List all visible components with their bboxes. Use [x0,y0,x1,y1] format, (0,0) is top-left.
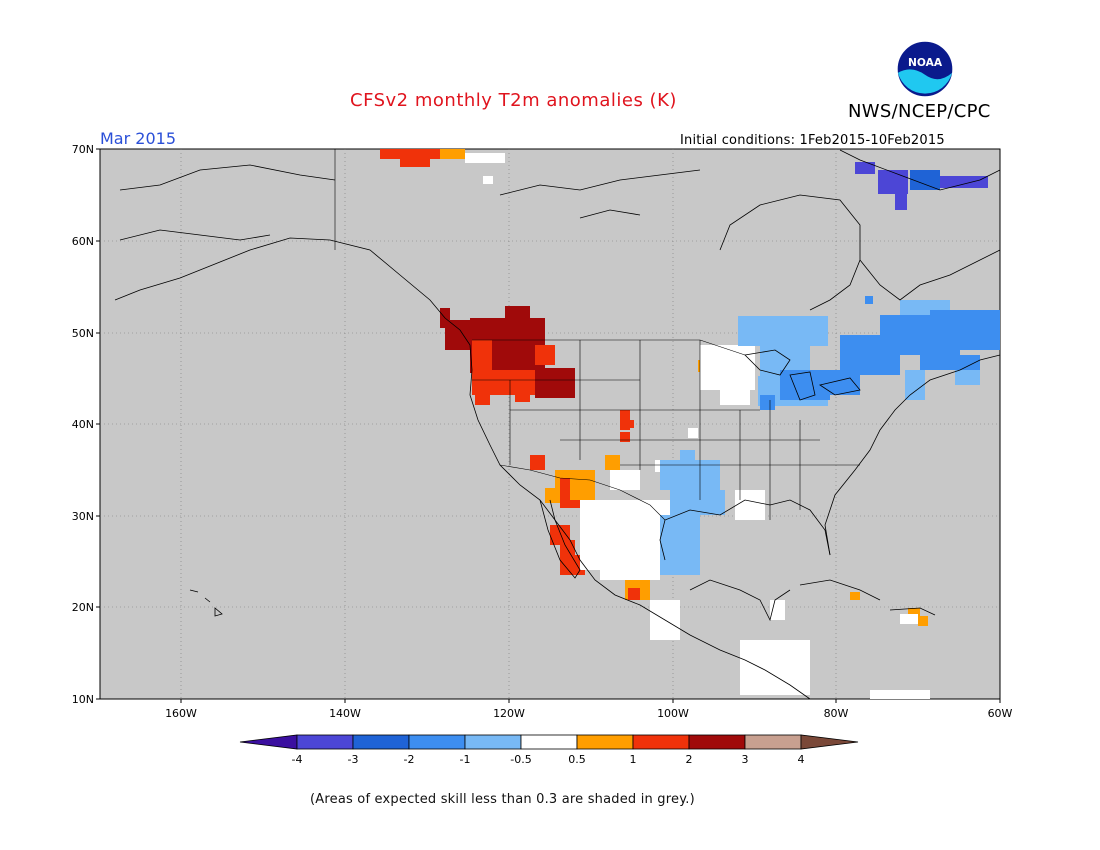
coastlines [114,149,1001,700]
colorbar-segment [576,734,634,750]
lat-label-50n: 50N [71,327,94,340]
lat-label-60n: 60N [71,235,94,248]
initial-conditions: Initial conditions: 1Feb2015-10Feb2015 [680,133,945,148]
anomaly-cells [380,149,1000,699]
colorbar-segment [464,734,522,750]
colorbar-arrow-right [800,734,859,750]
map-background [99,148,1001,700]
political-boundaries [334,149,860,521]
forecast-month: Mar 2015 [100,129,176,148]
lat-label-10n: 10N [71,693,94,706]
agency-label: NWS/NCEP/CPC [848,101,991,122]
colorbar-segment [744,734,802,750]
noaa-logo: NOAA [896,40,954,98]
lon-label-80w: 80W [823,707,849,720]
colorbar-label-neg05: -0.5 [510,753,532,766]
lon-label-140w: 140W [329,707,361,720]
map-title: CFSv2 monthly T2m anomalies (K) [350,90,677,111]
lon-label-60w: 60W [987,707,1013,720]
colorbar-segment [352,734,410,750]
colorbar-label-neg1: -1 [459,753,471,766]
lat-label-20n: 20N [71,601,94,614]
lat-label-40n: 40N [71,418,94,431]
colorbar-label-4: 4 [797,753,805,766]
noaa-logo-text: NOAA [908,56,943,69]
colorbar-label-neg3: -3 [347,753,359,766]
colorbar-segment [688,734,746,750]
axis-ticks [96,148,1001,703]
colorbar-segment [296,734,354,750]
colorbar-label-2: 2 [685,753,693,766]
colorbar-arrow-left [239,734,298,750]
lon-label-100w: 100W [657,707,689,720]
colorbar-label-neg2: -2 [403,753,415,766]
colorbar-segment [520,734,578,750]
colorbar-label-05: 0.5 [568,753,586,766]
colorbar-segment [632,734,690,750]
lon-label-120w: 120W [493,707,525,720]
colorbar-label-neg4: -4 [291,753,303,766]
lat-label-30n: 30N [71,510,94,523]
skill-footnote: (Areas of expected skill less than 0.3 a… [310,792,695,807]
colorbar-segment [408,734,466,750]
colorbar-label-3: 3 [741,753,749,766]
colorbar [239,734,859,750]
lat-label-70n: 70N [71,143,94,156]
lon-label-160w: 160W [165,707,197,720]
colorbar-label-1: 1 [629,753,637,766]
